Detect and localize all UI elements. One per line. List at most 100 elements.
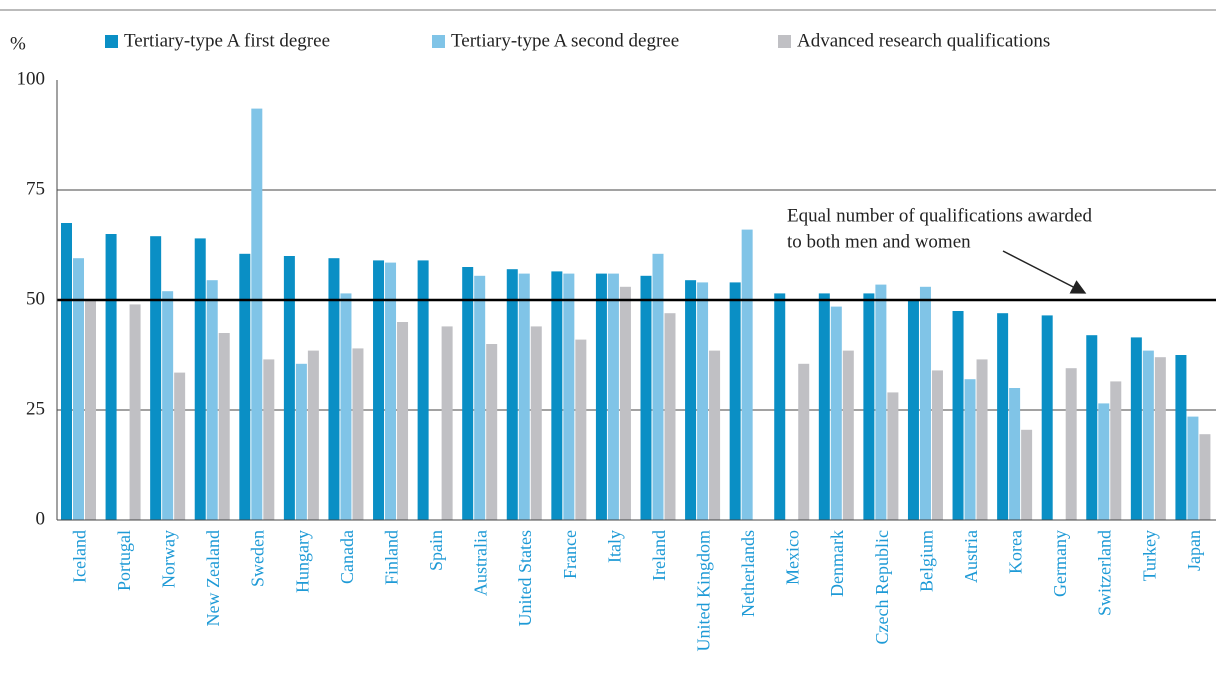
bar — [417, 260, 429, 520]
x-tick-label: Mexico — [783, 530, 803, 585]
y-tick-label: 25 — [26, 398, 45, 419]
legend-swatch — [432, 35, 445, 48]
bar — [530, 326, 542, 520]
y-axis-label: % — [10, 33, 26, 54]
y-tick-label: 50 — [26, 288, 45, 309]
annotation-arrow — [1002, 250, 1087, 294]
bar — [1009, 388, 1021, 520]
x-tick-label: Germany — [1050, 530, 1070, 597]
bar — [174, 372, 186, 520]
x-tick-label: Denmark — [827, 530, 847, 597]
bar — [952, 311, 964, 520]
x-tick-label: Australia — [471, 530, 491, 596]
bar — [774, 293, 786, 520]
annotation: Equal number of qualifications awarded — [787, 205, 1092, 226]
bar — [218, 333, 230, 520]
bar — [385, 262, 397, 520]
bar — [373, 260, 385, 520]
bar — [830, 306, 842, 520]
x-tick-label: United Kingdom — [693, 530, 713, 652]
x-tick-label: Ireland — [649, 530, 669, 581]
bar — [997, 313, 1009, 520]
bar — [263, 359, 275, 520]
legend-label: Tertiary-type A second degree — [451, 30, 679, 51]
bar — [551, 271, 563, 520]
bar — [239, 253, 251, 521]
bar — [162, 291, 174, 520]
bar — [575, 339, 587, 520]
bar — [1098, 403, 1110, 520]
legend-swatch — [105, 35, 118, 48]
bar — [194, 238, 206, 520]
x-tick-label: France — [560, 530, 580, 579]
x-tick-label: New Zealand — [203, 530, 223, 626]
x-tick-label: Korea — [1006, 530, 1026, 574]
bar — [474, 275, 486, 520]
bar — [85, 300, 96, 520]
x-tick-label: Iceland — [69, 530, 89, 583]
x-tick-label: Turkey — [1139, 530, 1159, 581]
bar — [842, 350, 854, 520]
bar — [729, 282, 741, 520]
bar — [907, 300, 919, 520]
bar — [887, 392, 899, 520]
bar — [640, 275, 652, 520]
x-tick-label: Italy — [604, 530, 624, 563]
x-tick-label: Switzerland — [1095, 530, 1115, 616]
bar — [251, 108, 263, 520]
bar — [462, 267, 474, 520]
bar — [1187, 416, 1199, 520]
bar — [283, 256, 295, 520]
bar — [875, 284, 887, 520]
bar — [709, 350, 721, 520]
bar — [1086, 335, 1098, 520]
bar — [1041, 315, 1053, 520]
bar — [976, 359, 988, 520]
x-tick-label: Sweden — [248, 530, 268, 587]
bar — [206, 280, 218, 520]
bar — [340, 293, 352, 520]
bar — [652, 253, 664, 521]
bar — [607, 273, 619, 520]
bar — [798, 363, 810, 520]
bar — [129, 304, 141, 520]
x-tick-label: Netherlands — [738, 530, 758, 617]
bar — [1021, 429, 1033, 520]
bar — [685, 280, 697, 520]
legend-label: Advanced research qualifications — [797, 30, 1050, 51]
bar — [664, 313, 676, 520]
x-tick-label: Czech Republic — [872, 530, 892, 644]
bar — [105, 234, 117, 520]
annotation: to both men and women — [787, 231, 971, 252]
bar — [506, 269, 518, 520]
bar — [1142, 350, 1154, 520]
bar — [619, 286, 631, 520]
bar — [61, 223, 72, 520]
bar — [697, 282, 709, 520]
x-tick-label: Austria — [961, 530, 981, 583]
bar — [518, 273, 530, 520]
bar — [307, 350, 319, 520]
x-tick-label: Belgium — [916, 530, 936, 592]
y-tick-label: 75 — [26, 178, 45, 199]
legend-swatch — [778, 35, 791, 48]
bar — [964, 379, 976, 520]
bar — [150, 236, 162, 520]
bar — [741, 229, 753, 520]
x-tick-label: Finland — [381, 530, 401, 585]
bar — [919, 286, 931, 520]
bar — [328, 258, 340, 520]
bar — [818, 293, 830, 520]
bar — [73, 258, 84, 520]
bar — [863, 293, 875, 520]
bar — [1154, 357, 1166, 520]
x-tick-label: Portugal — [114, 530, 134, 591]
bar — [397, 322, 409, 520]
bar — [563, 273, 575, 520]
x-tick-label: Norway — [159, 530, 179, 588]
bar — [931, 370, 943, 520]
bar — [1130, 337, 1142, 520]
bar — [1199, 434, 1211, 520]
bar — [486, 344, 498, 520]
bar — [441, 326, 453, 520]
